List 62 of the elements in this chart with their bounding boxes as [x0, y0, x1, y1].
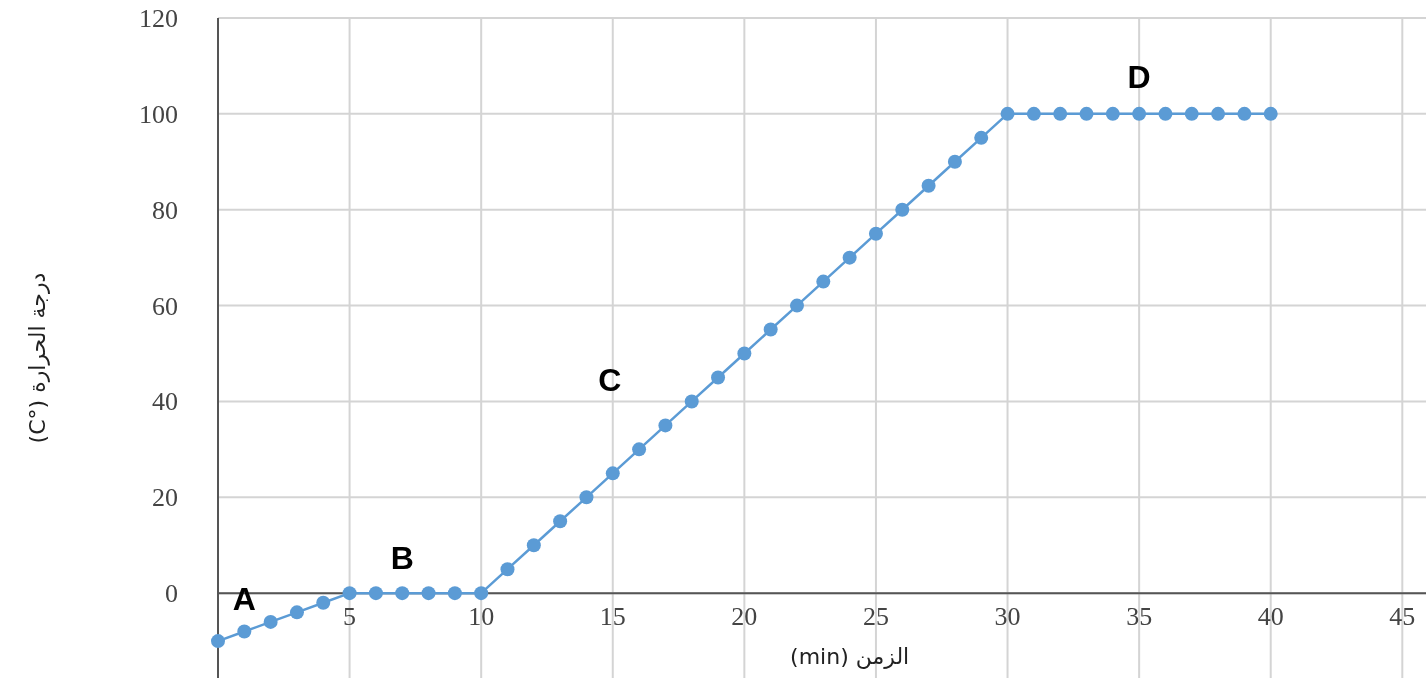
y-axis-title: درجة الحرارة (°C) [25, 272, 50, 444]
y-tick-label: 60 [152, 291, 178, 321]
point [816, 274, 831, 289]
x-axis-title: الزمن (min) [790, 644, 910, 669]
x-tick-label: 5 [343, 602, 357, 632]
x-tick-label: 20 [731, 602, 758, 632]
point [895, 202, 910, 217]
point [790, 298, 804, 313]
annotation: C [598, 362, 622, 399]
point [1079, 106, 1094, 121]
point [974, 130, 989, 145]
point [211, 634, 225, 649]
point [289, 605, 304, 620]
point [842, 250, 857, 265]
point [711, 370, 726, 385]
x-tick-label: 15 [599, 602, 626, 632]
y-tick-label: 80 [152, 195, 178, 225]
y-tick-label: 100 [139, 99, 178, 129]
point [579, 490, 594, 505]
point [947, 154, 962, 169]
y-tick-label: 20 [152, 483, 178, 513]
point [395, 586, 410, 601]
point [237, 624, 252, 639]
point [316, 595, 331, 610]
point [684, 394, 699, 409]
point [1053, 106, 1068, 121]
point [1263, 106, 1278, 121]
annotation: B [390, 540, 414, 577]
point [921, 178, 936, 193]
point [553, 514, 568, 529]
x-tick-label: 30 [994, 602, 1021, 632]
point [1132, 106, 1147, 121]
point [1105, 106, 1120, 121]
point [368, 586, 383, 601]
y-tick-label: 0 [165, 579, 178, 609]
point [868, 226, 883, 241]
point [605, 466, 620, 481]
point [1158, 106, 1173, 121]
x-tick-label: 35 [1126, 602, 1153, 632]
x-tick-label: 10 [468, 602, 495, 632]
point [1000, 106, 1015, 121]
point [658, 418, 673, 433]
point [763, 322, 778, 337]
point [737, 346, 752, 361]
x-tick-label: 40 [1257, 602, 1284, 632]
point [526, 538, 541, 553]
point [447, 586, 462, 601]
y-tick-label: 40 [152, 387, 178, 417]
y-tick-label: 120 [139, 4, 178, 33]
point [421, 586, 436, 601]
point [474, 586, 489, 601]
x-tick-label: 45 [1389, 602, 1416, 632]
point [1211, 106, 1226, 121]
point [1026, 106, 1041, 121]
point [342, 586, 357, 601]
x-tick-label: 25 [862, 602, 889, 632]
point [1184, 106, 1199, 121]
point [263, 614, 278, 629]
point [500, 562, 515, 577]
annotation: D [1127, 58, 1151, 95]
point [632, 442, 647, 457]
point [1237, 106, 1252, 121]
